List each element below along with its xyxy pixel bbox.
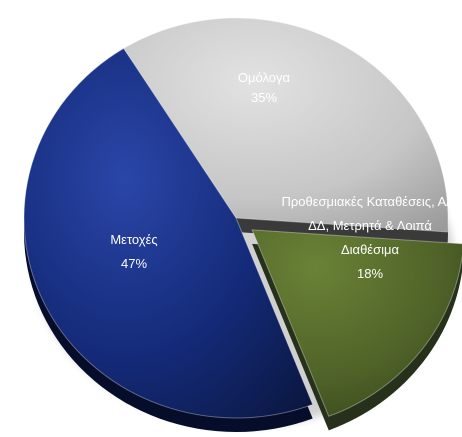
slice-label-line: Διαθέσιμα xyxy=(341,242,400,257)
pie-slice-2 xyxy=(251,229,462,417)
slice-label-line: 47% xyxy=(121,256,147,271)
slice-label-line: ΔΔ, Μετρητά & Λοιπά xyxy=(308,218,432,233)
slice-label-line: 18% xyxy=(357,266,383,281)
slice-label-line: Προθεσμιακές Καταθέσεις, Α/Κ xyxy=(281,194,458,209)
slice-label-line: Ομόλογα xyxy=(238,70,291,85)
slice-label-2: Προθεσμιακές Καταθέσεις, Α/Κ ΔΔ, Μετρητά … xyxy=(281,194,458,281)
slice-label-line: Μετοχές xyxy=(110,232,157,247)
slice-label-1: Ομόλογα 35% xyxy=(238,70,291,105)
slice-label-3: Μετοχές 47% xyxy=(110,232,157,271)
pie-slice-1 xyxy=(122,17,449,233)
slice-label-line: 35% xyxy=(251,90,277,105)
pie-slice-3 xyxy=(23,47,314,419)
